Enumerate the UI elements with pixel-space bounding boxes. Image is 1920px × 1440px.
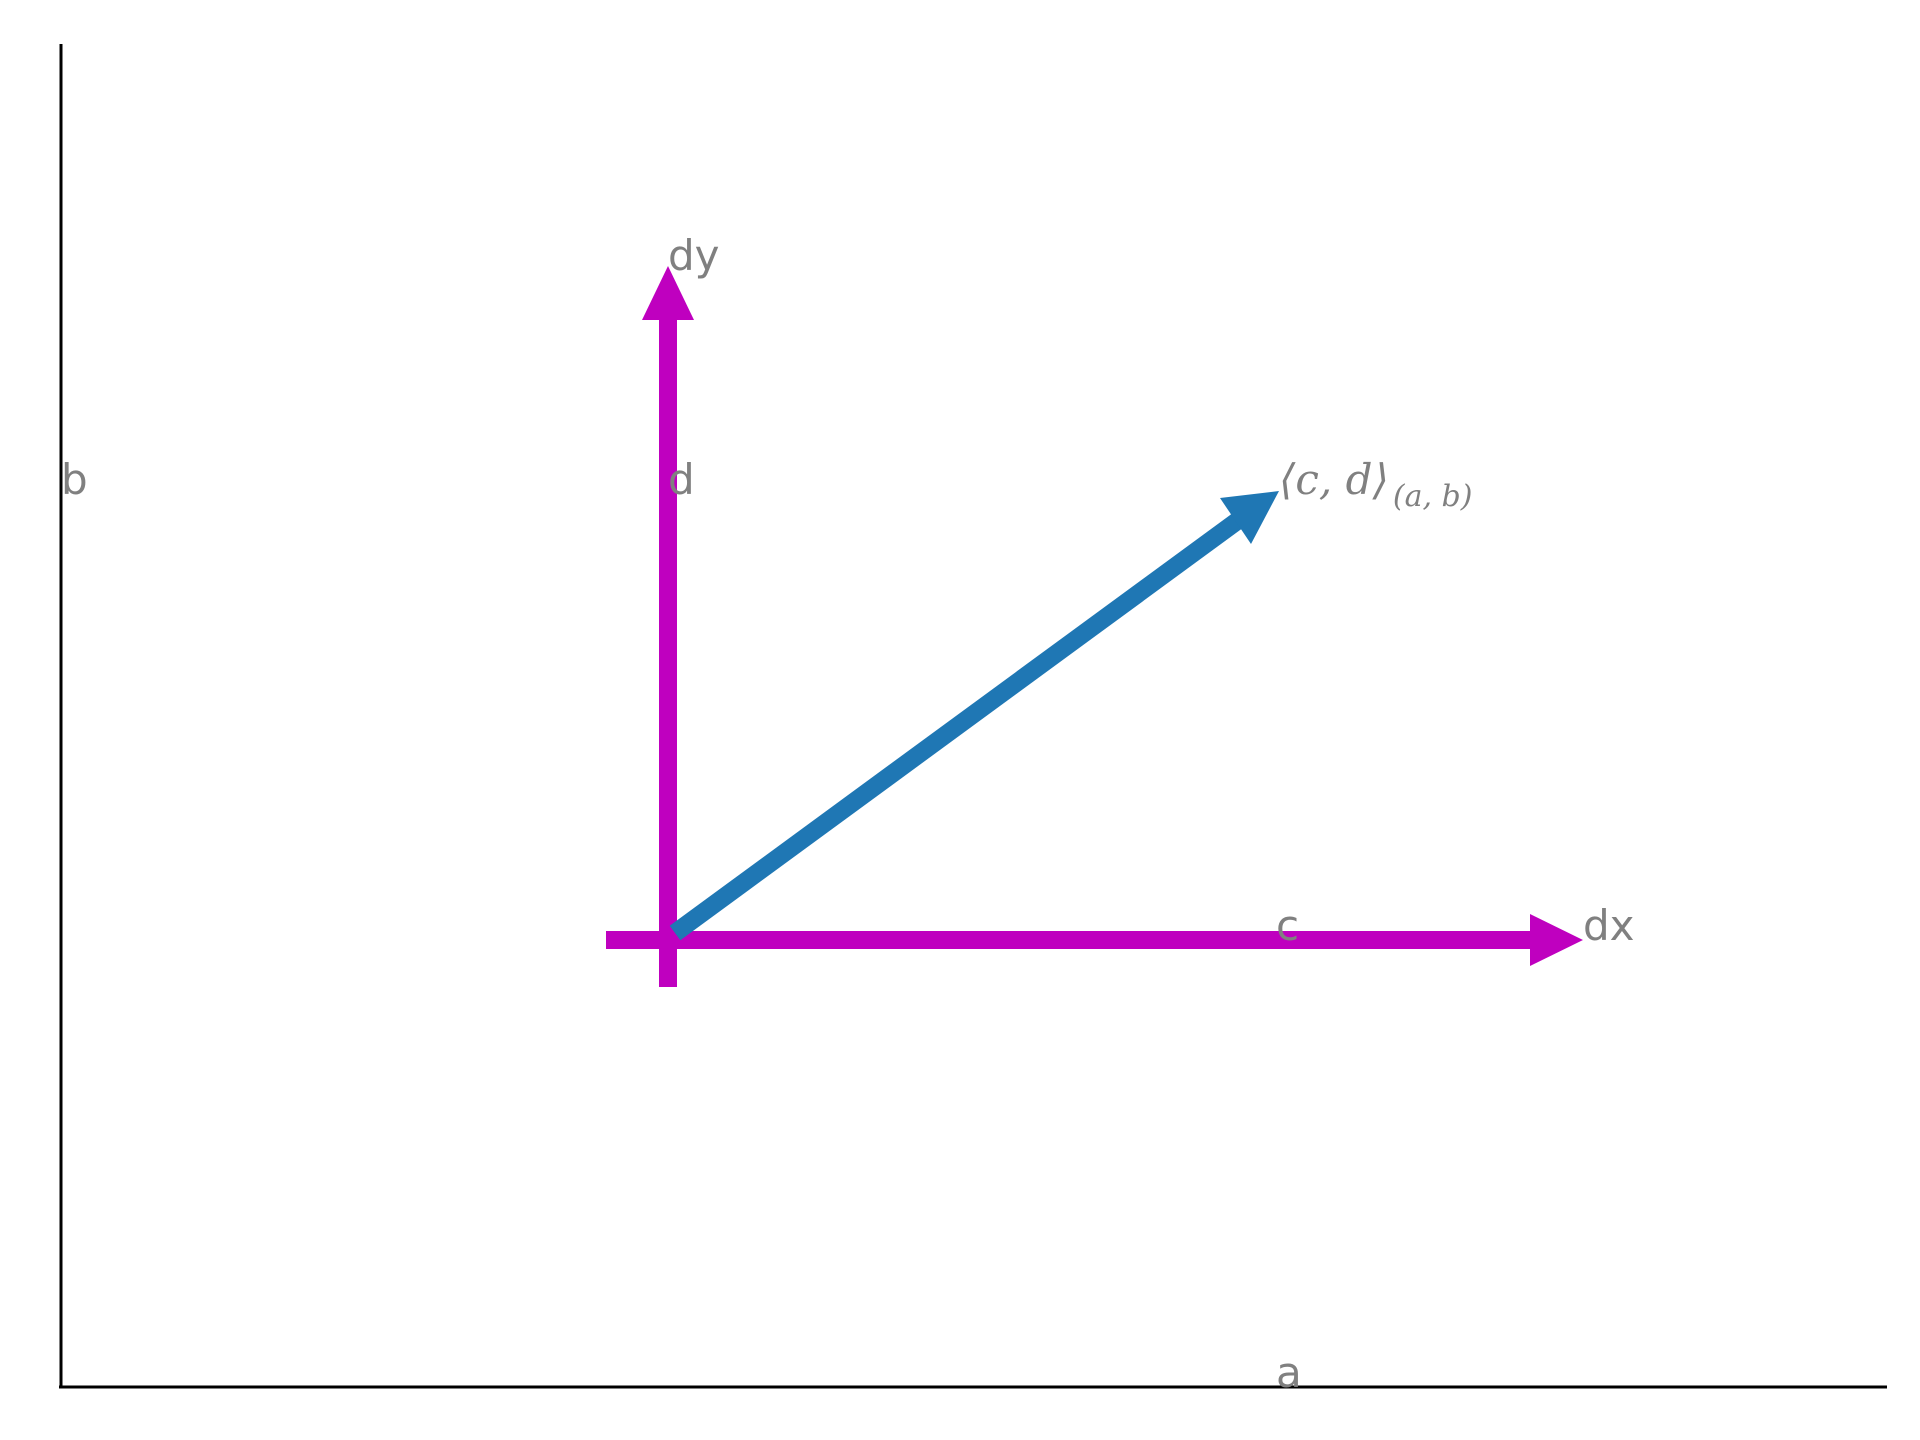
label-d: d: [668, 455, 695, 504]
vector-label-subscript: (a, b): [1393, 479, 1473, 514]
label-b: b: [61, 455, 88, 504]
label-a: a: [1276, 1348, 1302, 1397]
vector-arrow: [669, 491, 1279, 941]
vector-label-main: ⟨c, d⟩: [1279, 455, 1389, 504]
vector-label: ⟨c, d⟩ (a, b): [1279, 455, 1472, 514]
dy-arrow: [642, 266, 694, 987]
dx-arrow: [606, 914, 1583, 966]
label-dy: dy: [668, 231, 720, 280]
label-dx: dx: [1583, 901, 1635, 950]
label-c: c: [1276, 901, 1299, 950]
